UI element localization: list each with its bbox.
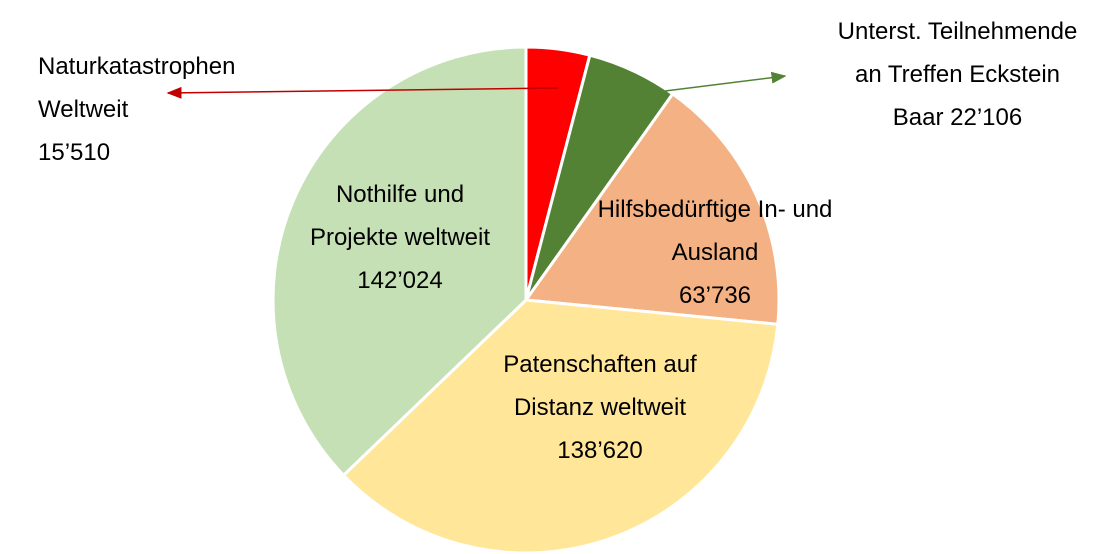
value-label: 15’510 [38,139,111,166]
slice-label: Nothilfe und Projekte weltweit 142’024 [300,173,500,302]
value-label: 63’736 [678,282,752,309]
category-label: Hilfsbedürftige In- und Ausland [597,196,833,266]
value-label: 22’106 [950,104,1023,131]
slice-label: Naturkatastrophen Weltweit 15’510 [38,45,278,174]
value-label: 142’024 [357,267,443,294]
category-label: Naturkatastrophen Weltweit [38,53,236,123]
pie-slice [271,45,528,478]
slice-label: Hilfsbedürftige In- und Ausland 63’736 [590,188,840,317]
slice-label: Patenschaften auf Distanz weltweit 138’62… [485,343,715,472]
pie-slice [341,298,780,554]
category-label: Unterst. Teilnehmende an Treffen Eckstei… [837,18,1078,131]
category-label: Patenschaften auf Distanz weltweit [503,351,697,421]
value-label: 138’620 [557,437,643,464]
leader-arrow [664,71,787,92]
leader-arrow [166,86,559,99]
slice-label: Unterst. Teilnehmende an Treffen Eckstei… [835,10,1080,139]
category-label: Nothilfe und Projekte weltweit [309,181,491,251]
pie-slice [523,91,781,326]
